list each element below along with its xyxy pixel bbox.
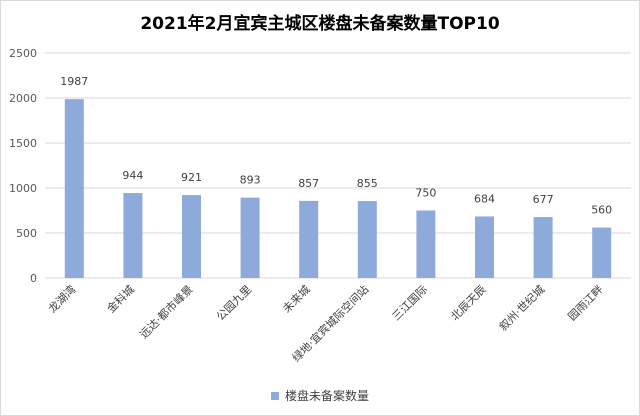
data-label: 921 (181, 171, 202, 184)
data-label: 750 (415, 187, 436, 200)
data-label: 677 (533, 193, 554, 206)
bar (123, 193, 143, 278)
bar (416, 210, 436, 278)
x-tick-label: 金科城 (104, 282, 137, 315)
chart-title: 2021年2月宜宾主城区楼盘未备案数量TOP10 (140, 14, 500, 34)
bar (533, 217, 553, 278)
x-tick-label: 未来城 (280, 283, 313, 316)
y-tick-label: 500 (16, 227, 37, 240)
x-tick-label: 远达·都市峰景 (137, 282, 196, 341)
y-tick-label: 2000 (9, 92, 37, 105)
x-tick-label: 叙州·世纪城 (496, 282, 547, 333)
legend: 楼盘未备案数量 (1, 387, 639, 404)
bar (357, 201, 377, 278)
data-label: 855 (357, 177, 378, 190)
data-label: 944 (122, 169, 143, 182)
data-label: 684 (474, 192, 495, 205)
x-tick-label: 北辰天辰 (448, 283, 488, 323)
bar (64, 99, 84, 278)
bar (592, 227, 612, 278)
x-tick-label: 园雨江畔 (566, 283, 606, 323)
y-tick-label: 0 (30, 272, 37, 285)
y-tick-label: 2500 (9, 47, 37, 60)
y-tick-label: 1000 (9, 182, 37, 195)
legend-swatch (270, 391, 279, 400)
x-tick-label: 公园九里 (214, 283, 254, 323)
data-label: 857 (298, 177, 319, 190)
bar (299, 200, 319, 278)
x-tick-label: 三江国际 (390, 283, 430, 323)
bar (182, 195, 201, 278)
x-tick-label: 龙湖湾 (45, 282, 78, 315)
data-label: 893 (240, 174, 261, 187)
data-label: 1987 (60, 75, 88, 88)
bar (475, 216, 494, 278)
bar (240, 197, 260, 278)
y-tick-label: 1500 (9, 137, 37, 150)
data-label: 560 (591, 204, 612, 217)
legend-label: 楼盘未备案数量 (284, 389, 369, 403)
